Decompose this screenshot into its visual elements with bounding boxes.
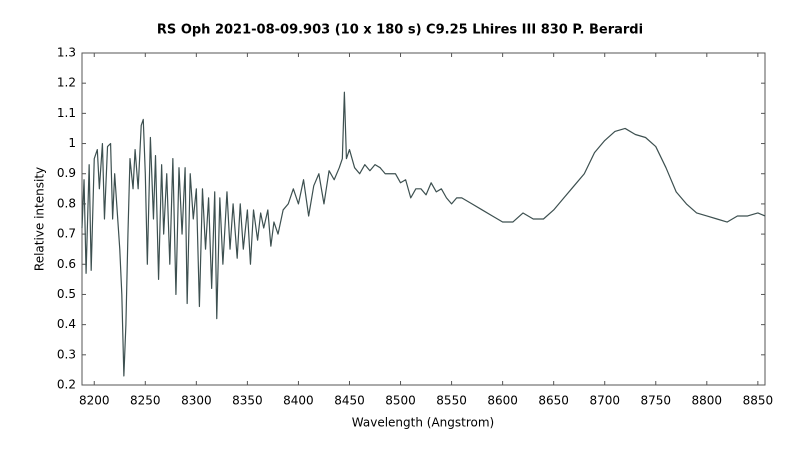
x-tick-label: 8800 (692, 394, 723, 408)
x-tick-label: 8400 (283, 394, 314, 408)
x-tick-label: 8650 (538, 394, 569, 408)
spectrum-line (81, 91, 766, 377)
x-axis-label: Wavelength (Angstrom) (352, 416, 494, 430)
x-tick-label: 8550 (436, 394, 467, 408)
y-tick-label: 1 (68, 136, 76, 150)
x-tick-label: 8700 (589, 394, 620, 408)
x-tick-label: 8600 (487, 394, 518, 408)
y-tick-label: 1.1 (57, 106, 76, 120)
y-tick-label: 0.6 (57, 257, 76, 271)
y-tick-label: 0.9 (57, 166, 76, 180)
x-tick-label: 8200 (79, 394, 110, 408)
x-tick-label: 8250 (130, 394, 161, 408)
x-tick-label: 8750 (640, 394, 671, 408)
y-axis-label: Relative intensity (33, 167, 47, 271)
y-tick-label: 0.3 (57, 347, 76, 361)
y-tick-label: 0.2 (57, 378, 76, 392)
y-tick-label: 0.4 (57, 317, 76, 331)
y-tick-label: 0.8 (57, 196, 76, 210)
chart-title: RS Oph 2021-08-09.903 (10 x 180 s) C9.25… (157, 23, 643, 38)
y-tick-label: 0.7 (57, 227, 76, 241)
y-tick-label: 0.5 (57, 287, 76, 301)
plot-frame (81, 52, 766, 386)
x-tick-label: 8450 (334, 394, 365, 408)
x-tick-label: 8350 (232, 394, 263, 408)
x-tick-label: 8500 (385, 394, 416, 408)
y-tick-label: 1.2 (57, 76, 76, 90)
x-tick-label: 8850 (743, 394, 774, 408)
x-tick-label: 8300 (181, 394, 212, 408)
y-tick-label: 1.3 (57, 46, 76, 60)
